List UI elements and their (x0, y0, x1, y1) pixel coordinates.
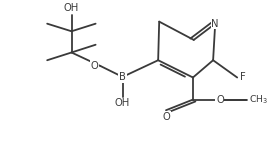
Text: O: O (91, 61, 98, 71)
Text: CH$_3$: CH$_3$ (249, 93, 268, 106)
Text: N: N (211, 19, 219, 29)
Text: O: O (162, 112, 170, 122)
Text: F: F (240, 73, 246, 83)
Text: OH: OH (64, 3, 79, 13)
Text: O: O (216, 95, 224, 105)
Text: OH: OH (115, 98, 130, 108)
Text: B: B (119, 72, 126, 82)
